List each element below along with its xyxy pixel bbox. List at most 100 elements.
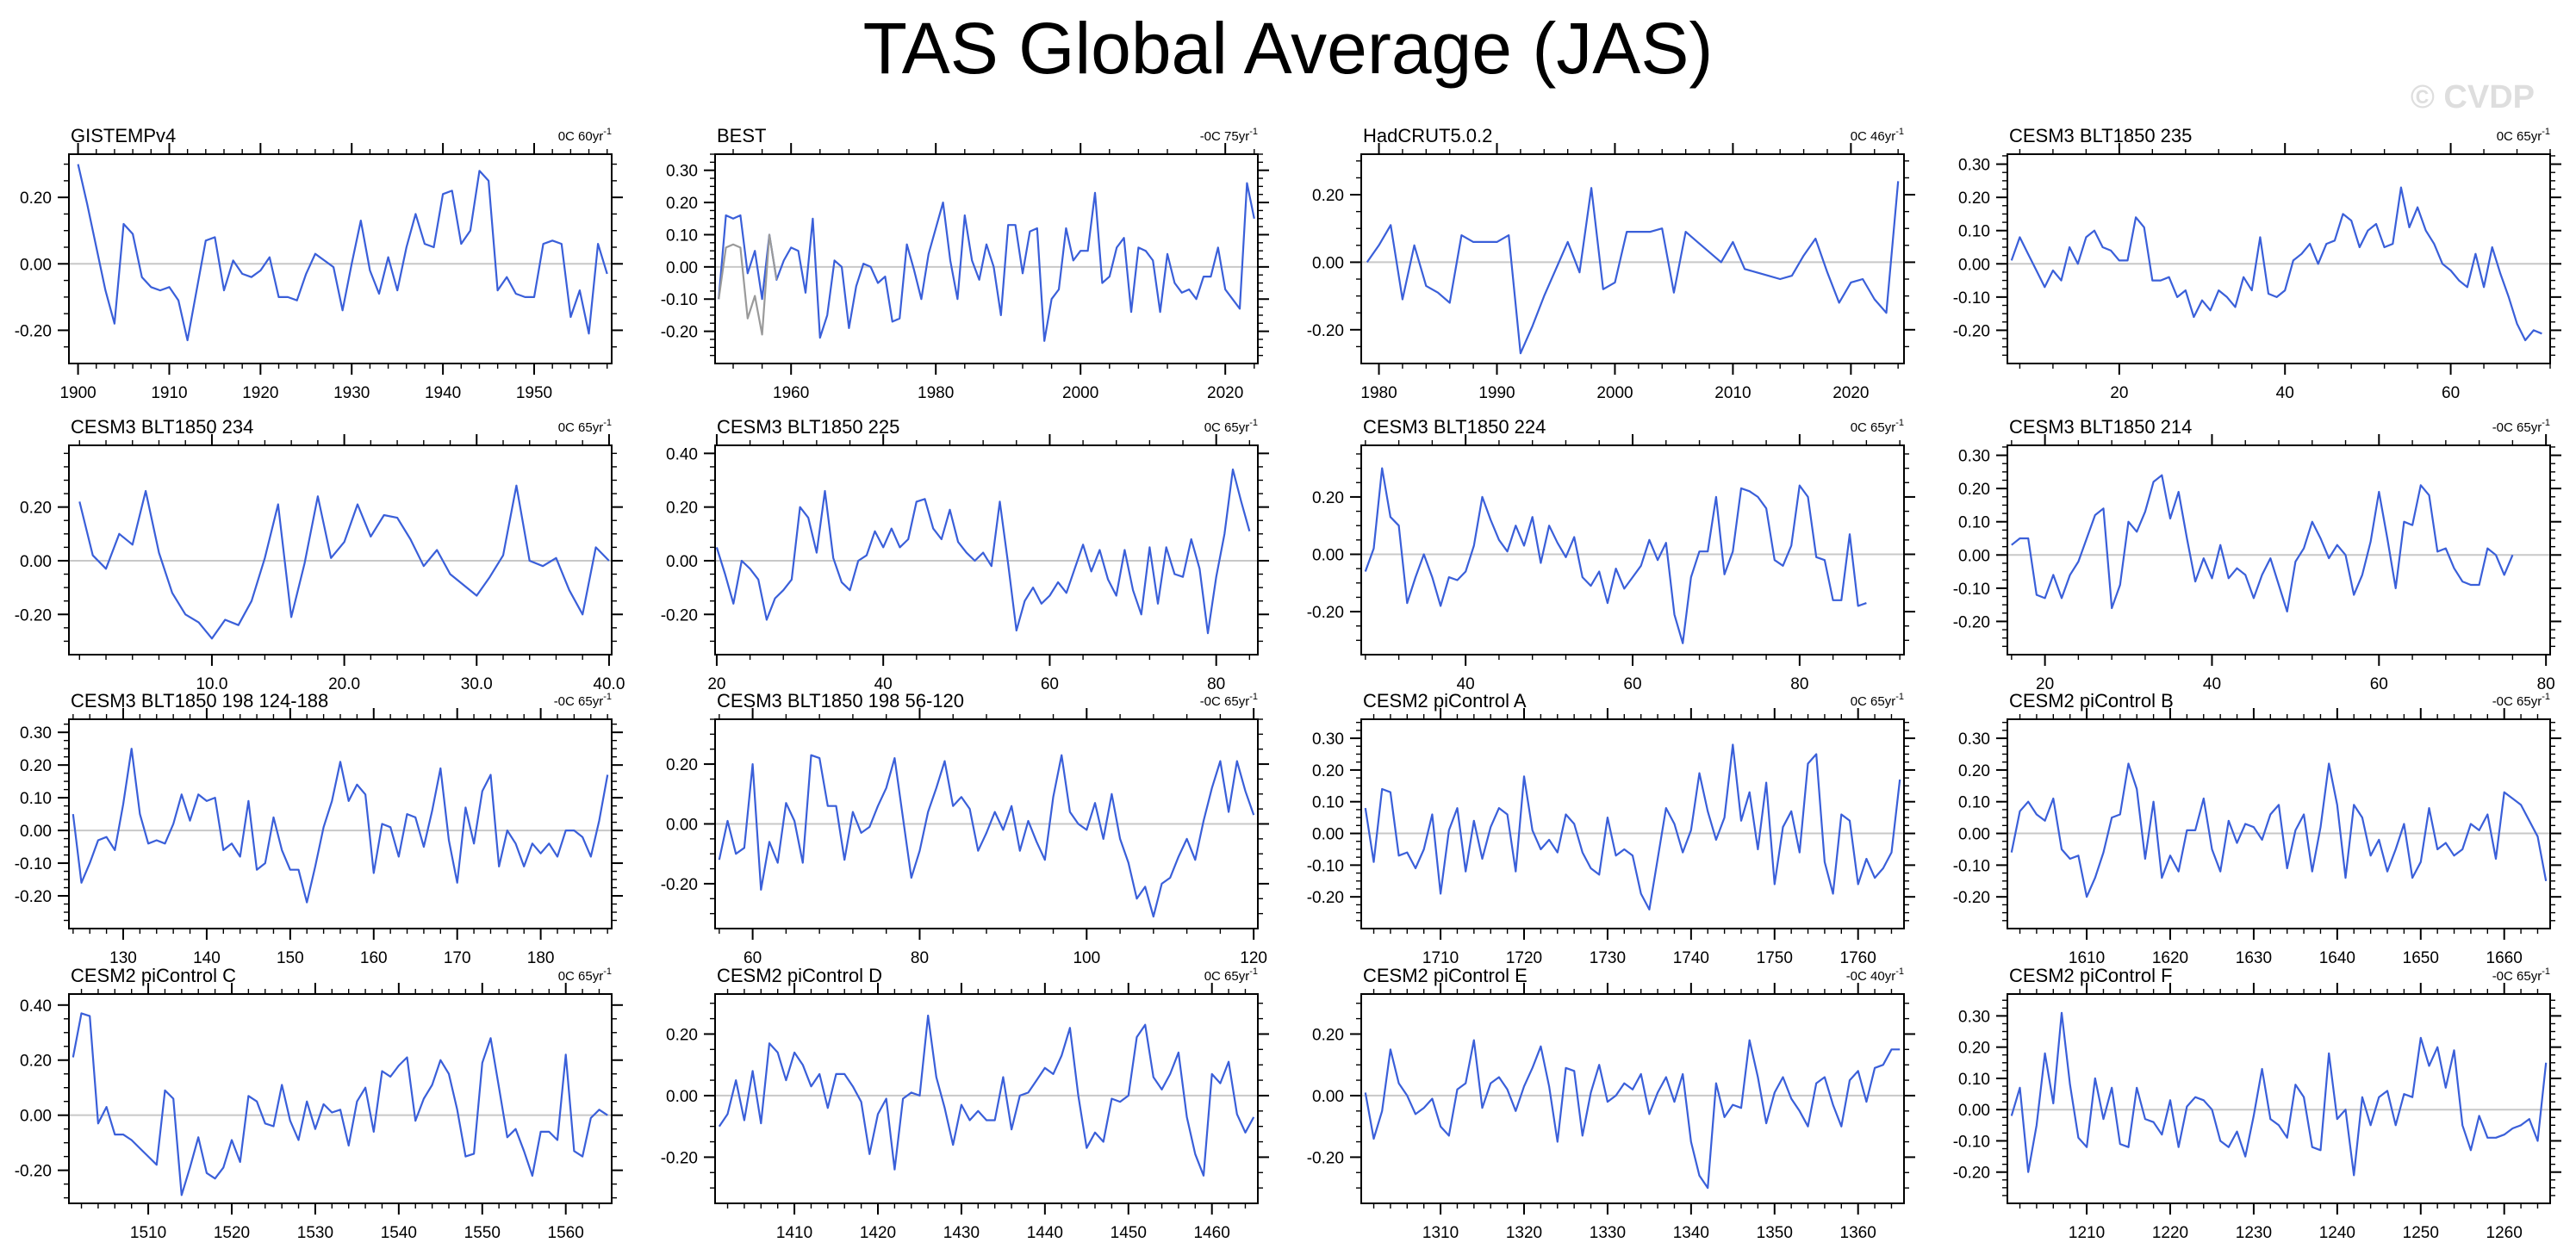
x-tick-label: 1760 bbox=[1840, 949, 1876, 967]
trend-unit: -1 bbox=[2542, 692, 2550, 702]
y-tick-label: 0.20 bbox=[1958, 762, 1990, 780]
series-line bbox=[718, 754, 1255, 918]
x-tick-label: 1530 bbox=[297, 1224, 333, 1242]
trend-unit: -1 bbox=[2542, 418, 2550, 428]
y-tick-label: 0.20 bbox=[666, 756, 698, 774]
plot-frame bbox=[1360, 718, 1905, 929]
y-tick-label: 0.10 bbox=[1958, 794, 1990, 812]
trend-label: 0C 46yr-1 bbox=[1851, 127, 1904, 144]
x-tick-label: 1990 bbox=[1478, 384, 1515, 402]
panel-8: 20 40 60 80 -0.20 -0.10 0.00 0.10 0.20 0.30 CESM3 … bbox=[1953, 416, 2561, 693]
trend-value: 0C 46yr bbox=[1851, 129, 1896, 144]
y-tick-label: -0.20 bbox=[1307, 1149, 1344, 1167]
x-tick-label: 140 bbox=[193, 949, 221, 967]
y-tick-label: 0.30 bbox=[20, 724, 52, 743]
x-tick-label: 60 bbox=[1623, 675, 1641, 693]
y-tick-label: 0.00 bbox=[1958, 256, 1990, 274]
x-tick-label: 20 bbox=[2110, 384, 2128, 402]
series-line bbox=[2010, 762, 2548, 898]
panel-14: 1410 1420 1430 1440 1450 1460 -0.20 0.00 0.20 CES… bbox=[661, 965, 1269, 1242]
y-tick-label: -0.20 bbox=[661, 876, 698, 894]
y-tick-label: 0.30 bbox=[666, 163, 698, 181]
y-tick-label: 0.00 bbox=[666, 1088, 698, 1106]
trend-value: -0C 65yr bbox=[2492, 969, 2542, 984]
x-tick-label: 2000 bbox=[1062, 384, 1098, 402]
x-tick-label: 1330 bbox=[1590, 1224, 1626, 1242]
x-tick-label: 80 bbox=[1207, 675, 1225, 693]
y-tick-label: 0.10 bbox=[1958, 1071, 1990, 1089]
series-line bbox=[2011, 474, 2514, 613]
x-tick-label: 20.0 bbox=[328, 675, 360, 693]
plot-frame bbox=[68, 444, 613, 656]
trend-label: 0C 65yr-1 bbox=[1204, 966, 1258, 984]
panel-12: 1610 1620 1630 1640 1650 1660 -0.20 -0.10 0.00 0.… bbox=[1953, 690, 2561, 967]
y-tick-label: -0.20 bbox=[15, 888, 52, 906]
trend-unit: -1 bbox=[603, 418, 612, 428]
trend-unit: -1 bbox=[603, 692, 612, 702]
x-tick-label: 2020 bbox=[1207, 384, 1243, 402]
trend-unit: -1 bbox=[1249, 692, 1258, 702]
y-tick-label: -0.20 bbox=[1953, 1165, 1990, 1183]
y-tick-label: -0.20 bbox=[1307, 322, 1344, 340]
trend-value: 0C 65yr bbox=[1851, 420, 1896, 435]
trend-value: 0C 65yr bbox=[1851, 694, 1896, 709]
x-tick-label: 20 bbox=[2036, 675, 2054, 693]
trend-value: 0C 65yr bbox=[558, 420, 604, 435]
series-line bbox=[1364, 743, 1901, 911]
trend-unit: -1 bbox=[603, 966, 612, 977]
y-tick-label: 0.00 bbox=[20, 553, 52, 571]
trend-label: 0C 65yr-1 bbox=[1851, 692, 1904, 709]
y-tick-label: 0.20 bbox=[1312, 1026, 1344, 1044]
x-tick-label: 2020 bbox=[1832, 384, 1869, 402]
panel-title: CESM2 piControl A bbox=[1363, 690, 1527, 711]
trend-label: -0C 65yr-1 bbox=[554, 692, 612, 709]
plot-frame bbox=[68, 718, 613, 929]
x-tick-label: 1750 bbox=[1757, 949, 1793, 967]
panel-title: BEST bbox=[717, 125, 766, 146]
series-line bbox=[1366, 181, 1900, 355]
panel-title: CESM2 piControl D bbox=[717, 965, 882, 986]
plot-frame bbox=[2007, 444, 2551, 656]
y-tick-label: 0.00 bbox=[20, 1108, 52, 1126]
cvdp-watermark: © CVDP bbox=[2410, 79, 2535, 115]
panel-15: 1310 1320 1330 1340 1350 1360 -0.20 0.00 0.20 CES… bbox=[1307, 965, 1915, 1242]
y-tick-label: 0.00 bbox=[666, 817, 698, 835]
y-tick-label: 0.00 bbox=[1312, 826, 1344, 844]
x-tick-label: 1240 bbox=[2319, 1224, 2355, 1242]
trend-unit: -1 bbox=[1249, 418, 1258, 428]
y-tick-label: -0.20 bbox=[661, 324, 698, 342]
x-tick-label: 1950 bbox=[516, 384, 552, 402]
trend-value: -0C 65yr bbox=[1200, 694, 1250, 709]
y-tick-label: 0.10 bbox=[1312, 794, 1344, 812]
y-tick-label: -0.20 bbox=[15, 606, 52, 624]
x-tick-label: 1980 bbox=[1360, 384, 1397, 402]
y-tick-label: 0.00 bbox=[1958, 826, 1990, 844]
x-tick-label: 2010 bbox=[1714, 384, 1751, 402]
panel-title: CESM3 BLT1850 198 124-188 bbox=[71, 690, 328, 711]
x-tick-label: 1660 bbox=[2486, 949, 2523, 967]
x-tick-label: 40 bbox=[1457, 675, 1475, 693]
trend-unit: -1 bbox=[1895, 127, 1904, 137]
x-tick-label: 1980 bbox=[918, 384, 954, 402]
plot-frame bbox=[68, 993, 613, 1204]
x-tick-label: 1250 bbox=[2403, 1224, 2439, 1242]
x-tick-label: 1630 bbox=[2236, 949, 2272, 967]
panel-title: HadCRUT5.0.2 bbox=[1363, 125, 1492, 146]
figure-title: TAS Global Average (JAS) bbox=[862, 8, 1714, 89]
x-tick-label: 160 bbox=[360, 949, 388, 967]
x-tick-label: 1940 bbox=[425, 384, 461, 402]
trend-value: -0C 65yr bbox=[2492, 694, 2542, 709]
y-tick-label: 0.00 bbox=[1312, 1088, 1344, 1106]
x-tick-label: 1920 bbox=[242, 384, 278, 402]
x-tick-label: 1610 bbox=[2069, 949, 2105, 967]
series-line bbox=[1364, 467, 1867, 644]
plot-frame bbox=[1360, 993, 1905, 1204]
y-tick-label: -0.20 bbox=[1307, 604, 1344, 622]
series-line bbox=[78, 484, 610, 640]
y-tick-label: 0.00 bbox=[1958, 547, 1990, 565]
y-tick-label: -0.10 bbox=[1953, 1133, 1990, 1151]
panel-title: CESM2 piControl E bbox=[1363, 965, 1528, 986]
x-tick-label: 1930 bbox=[333, 384, 370, 402]
panel-title: CESM3 BLT1850 235 bbox=[2009, 125, 2192, 146]
trend-label: -0C 65yr-1 bbox=[2492, 966, 2550, 984]
